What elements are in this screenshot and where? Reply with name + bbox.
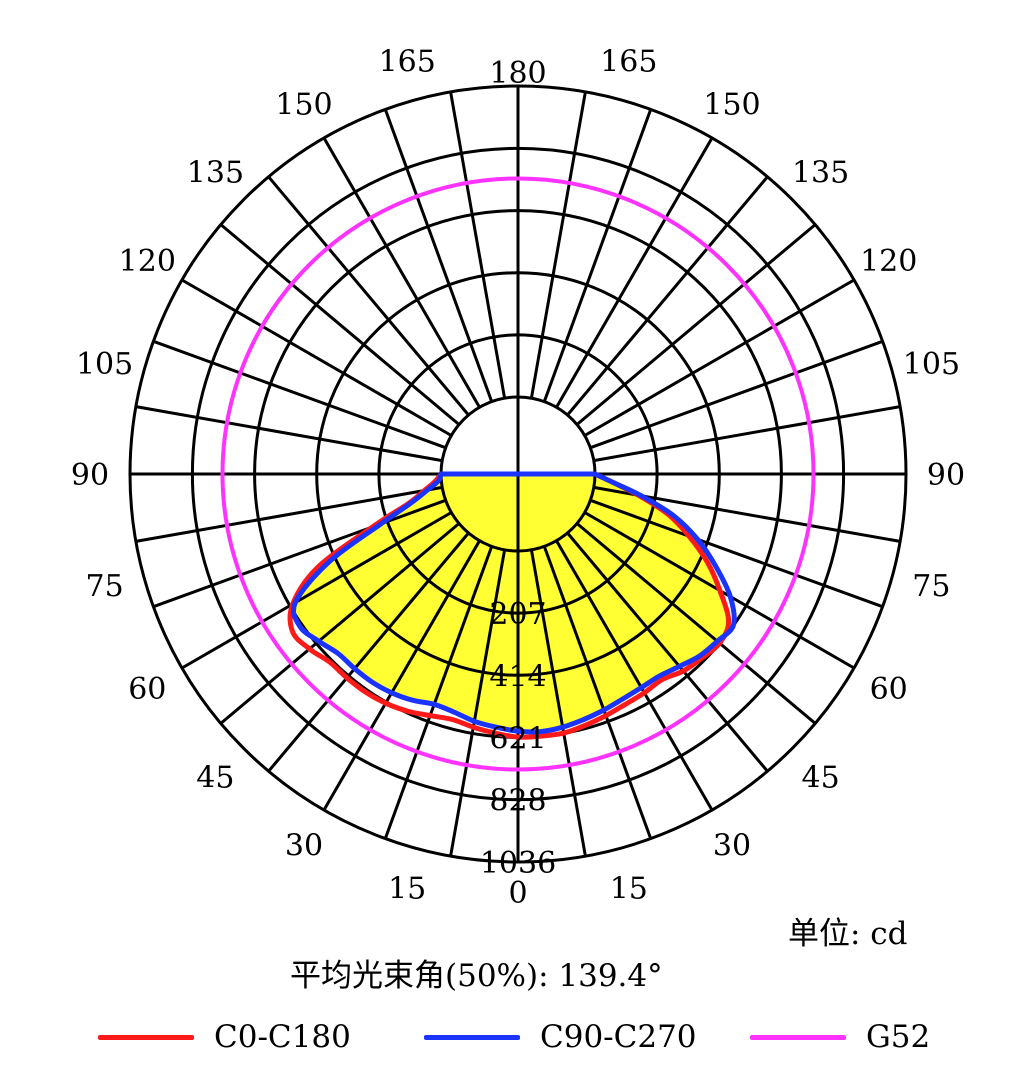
grid-spoke-140 <box>566 175 769 416</box>
angle-label-left-120: 120 <box>119 244 176 279</box>
angle-label-right-15: 15 <box>610 871 648 906</box>
legend-label-c0-c180: C0-C180 <box>214 1019 351 1055</box>
legend-swatch-g52 <box>750 1034 846 1040</box>
grid-spoke-120 <box>583 278 855 437</box>
angle-label-left-135: 135 <box>187 155 244 190</box>
grid-spoke-280 <box>135 485 443 543</box>
legend-item-c0-c180: C0-C180 <box>98 1017 351 1057</box>
angle-label-right-150: 150 <box>703 87 760 122</box>
grid-spoke-340 <box>383 545 494 840</box>
angle-label-left-60: 60 <box>128 672 166 707</box>
grid-spoke-310 <box>219 522 460 725</box>
grid-spoke-130 <box>576 223 817 426</box>
grid-spoke-170 <box>529 91 587 399</box>
angle-label-right-60: 60 <box>870 672 908 707</box>
grid-spoke-350 <box>449 549 507 857</box>
grid-spoke-300 <box>181 511 453 670</box>
radial-tick-label-207: 207 <box>489 597 546 632</box>
grid-spoke-240 <box>181 278 453 437</box>
grid-spoke-210 <box>322 137 481 409</box>
grid-spoke-160 <box>542 108 653 403</box>
angle-label-right-120: 120 <box>860 244 917 279</box>
grid-spoke-20 <box>542 545 653 840</box>
legend-item-g52: G52 <box>750 1017 930 1057</box>
beam-angle-label: 平均光束角(50%): 139.4° <box>290 958 663 994</box>
grid-spoke-200 <box>383 108 494 403</box>
grid-spoke-220 <box>267 175 470 416</box>
grid-spoke-230 <box>219 223 460 426</box>
grid-spoke-260 <box>135 405 443 463</box>
angle-label-left-15: 15 <box>388 871 426 906</box>
legend-item-c90-c270: C90-C270 <box>424 1017 697 1057</box>
angle-label-left-0: 0 <box>508 876 527 911</box>
angle-label-right-105: 105 <box>903 347 960 382</box>
radial-tick-label-621: 621 <box>489 721 546 756</box>
grid-spoke-150 <box>555 137 714 409</box>
angle-label-left-30: 30 <box>285 829 323 864</box>
legend-swatch-c0-c180 <box>98 1034 194 1040</box>
radial-tick-label-1036: 1036 <box>480 846 556 881</box>
angle-label-right-90: 90 <box>927 458 965 493</box>
grid-spoke-70 <box>589 498 884 609</box>
angle-label-left-45: 45 <box>196 761 234 796</box>
angle-label-right-75: 75 <box>912 569 950 604</box>
angle-label-right-45: 45 <box>802 761 840 796</box>
grid-spoke-50 <box>576 522 817 725</box>
angle-label-right-30: 30 <box>713 829 751 864</box>
series-c90-c270 <box>291 471 737 735</box>
grid-spoke-190 <box>449 91 507 399</box>
grid-spoke-10 <box>529 549 587 857</box>
angle-label-right-165: 165 <box>600 45 657 80</box>
angle-label-left-105: 105 <box>76 347 133 382</box>
grid-spoke-330 <box>322 539 481 811</box>
distribution-fill <box>293 474 729 732</box>
grid-spoke-320 <box>267 532 470 773</box>
angle-label-left-75: 75 <box>86 569 124 604</box>
angle-label-right-135: 135 <box>792 155 849 190</box>
grid-spoke-250 <box>152 339 447 450</box>
grid-spoke-100 <box>593 405 901 463</box>
legend-swatch-c90-c270 <box>424 1034 520 1040</box>
grid-spoke-110 <box>589 339 884 450</box>
angle-label-left-180: 180 <box>489 56 546 91</box>
unit-label: 单位: cd <box>788 916 908 952</box>
grid-spoke-40 <box>566 532 769 773</box>
grid-spoke-290 <box>152 498 447 609</box>
grid-spoke-30 <box>555 539 714 811</box>
angle-label-left-165: 165 <box>379 45 436 80</box>
series-g52 <box>220 176 816 772</box>
radial-tick-label-828: 828 <box>489 784 546 819</box>
legend-label-g52: G52 <box>866 1019 931 1055</box>
angle-label-left-150: 150 <box>275 87 332 122</box>
angle-label-left-90: 90 <box>71 458 109 493</box>
legend-label-c90-c270: C90-C270 <box>540 1019 697 1055</box>
radial-tick-label-414: 414 <box>489 659 546 694</box>
